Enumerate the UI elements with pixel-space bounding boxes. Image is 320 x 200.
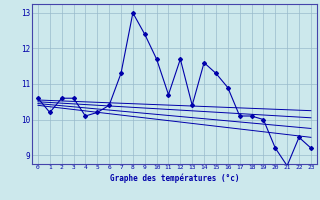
X-axis label: Graphe des températures (°c): Graphe des températures (°c)	[110, 173, 239, 183]
